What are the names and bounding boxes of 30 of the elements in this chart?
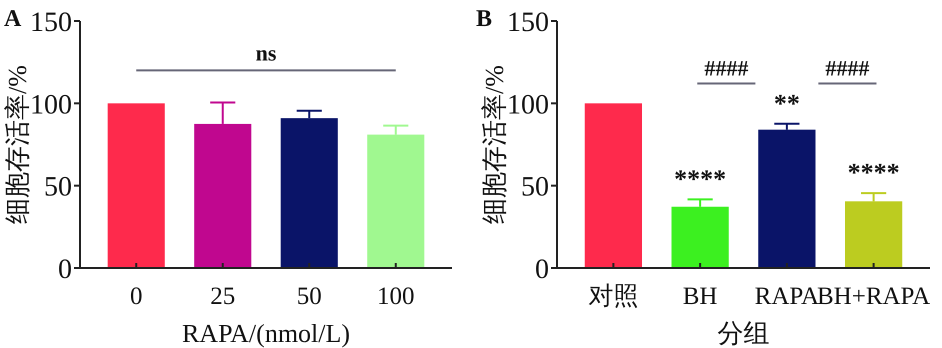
annotation: ####	[825, 55, 870, 80]
x-tick-label: 0	[130, 283, 142, 310]
x-tick-label: 50	[296, 283, 322, 310]
y-tick-label: 0	[535, 254, 549, 285]
y-tick-label: 50	[44, 172, 72, 203]
x-tick-label: BH+RAPA	[817, 283, 930, 310]
y-tick-label: 100	[30, 89, 72, 120]
y-tick-label: 150	[30, 7, 72, 38]
x-tick-label: 100	[377, 283, 415, 310]
y-axis-title: 细胞存活率/%	[3, 65, 32, 224]
x-axis-title: RAPA/(nmol/L)	[182, 319, 350, 348]
bar	[108, 103, 165, 268]
x-tick-label: BH	[682, 283, 718, 310]
x-axis-title: 分组	[718, 319, 770, 348]
y-tick-label: 100	[507, 89, 549, 120]
chart-title: A	[4, 6, 22, 32]
ref-line-label: ns	[256, 40, 277, 66]
x-tick-label: RAPA	[754, 283, 820, 310]
y-axis-title: 细胞存活率/%	[480, 65, 509, 224]
y-tick-label: 150	[507, 7, 549, 38]
y-tick-label: 0	[58, 254, 72, 285]
bar	[584, 103, 642, 268]
annotation: ####	[704, 55, 748, 80]
annotation: ****	[848, 158, 900, 188]
chart-title: B	[476, 6, 492, 32]
x-tick-label: 对照	[588, 283, 638, 310]
x-tick-label: 25	[210, 283, 236, 310]
annotation: ****	[674, 164, 726, 194]
annotation: **	[774, 88, 800, 118]
y-tick-label: 50	[521, 172, 549, 203]
